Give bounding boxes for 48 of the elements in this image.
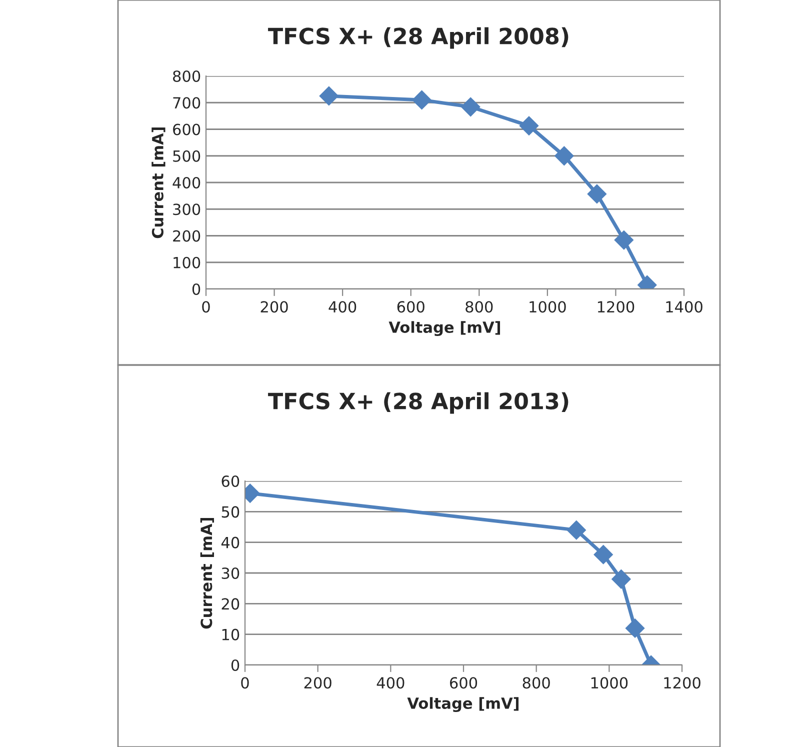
point — [519, 116, 539, 136]
y-tick-label: 30 — [222, 567, 240, 580]
x-tick-label: 200 — [304, 677, 332, 689]
x-tick-label: 200 — [260, 301, 288, 313]
point — [412, 90, 432, 110]
x-tick-label: 1200 — [598, 301, 634, 313]
y-tick-label: 60 — [222, 475, 240, 488]
point — [612, 570, 631, 589]
y-tick-label: 10 — [222, 628, 240, 640]
y-tick-label: 800 — [173, 70, 200, 82]
x-tick-label: 800 — [466, 301, 493, 313]
y-tick-label: 300 — [173, 204, 200, 216]
y-axis-title: Current [mA] — [200, 518, 214, 629]
y-tick-label: 0 — [192, 283, 200, 296]
point — [587, 184, 606, 204]
point — [625, 618, 645, 638]
point — [566, 520, 586, 540]
chart-title: TFCS X+ (28 April 2008) — [268, 27, 568, 49]
y-tick-label: 400 — [172, 176, 200, 189]
y-tick-label: 0 — [231, 659, 240, 672]
point — [594, 545, 613, 564]
x-tick-label: 600 — [397, 301, 424, 313]
x-tick-label: 0 — [241, 677, 249, 689]
y-tick-label: 50 — [222, 506, 240, 518]
x-axis-title: Voltage [mV] — [388, 321, 500, 336]
point — [554, 146, 574, 166]
chart-title: TFCS X+ (28 April 2013) — [268, 392, 568, 414]
point — [614, 230, 634, 250]
y-tick-label: 40 — [221, 536, 240, 548]
point — [319, 86, 338, 106]
x-tick-label: 800 — [522, 677, 550, 689]
y-tick-label: 20 — [222, 598, 240, 610]
x-tick-label: 600 — [450, 677, 478, 689]
y-tick-label: 500 — [173, 150, 200, 162]
x-tick-label: 1400 — [666, 301, 702, 313]
x-tick-label: 400 — [376, 677, 404, 689]
x-tick-label: 1200 — [664, 677, 700, 689]
x-tick-label: 1000 — [591, 677, 628, 689]
y-tick-label: 200 — [173, 230, 200, 242]
y-tick-label: 700 — [173, 97, 200, 109]
x-tick-label: 1000 — [530, 301, 566, 313]
point — [461, 97, 480, 116]
x-tick-label: 0 — [202, 301, 210, 313]
y-axis-title: Current [mA] — [152, 127, 166, 238]
x-tick-label: 400 — [328, 301, 356, 313]
x-axis-title: Voltage [mV] — [407, 697, 519, 712]
y-tick-label: 100 — [174, 256, 200, 268]
y-tick-label: 600 — [173, 124, 200, 136]
